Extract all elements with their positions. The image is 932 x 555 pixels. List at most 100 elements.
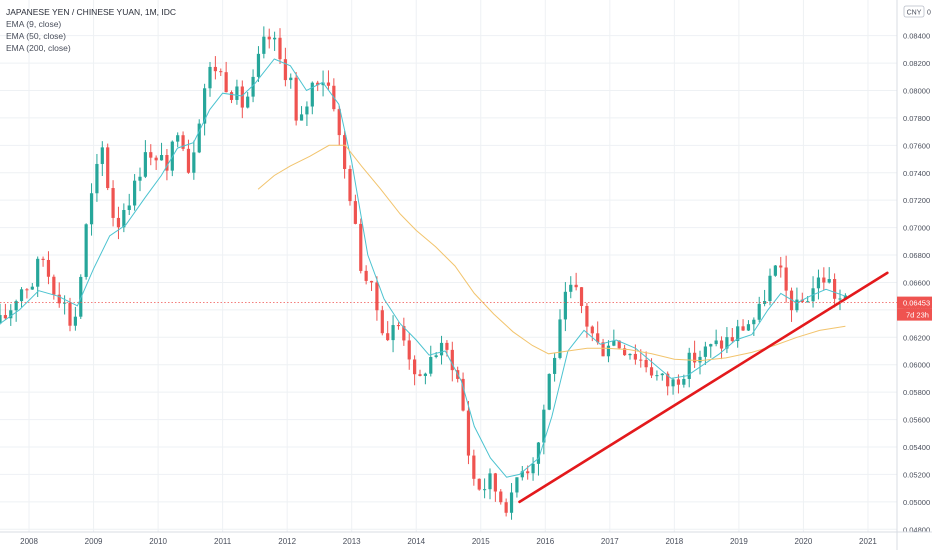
candle-body bbox=[116, 217, 121, 228]
candle-body bbox=[439, 342, 444, 356]
candle-body bbox=[138, 176, 142, 181]
candle-body bbox=[450, 349, 454, 371]
grid bbox=[0, 0, 897, 532]
candle-body bbox=[703, 346, 707, 357]
candle-body bbox=[294, 77, 298, 121]
candle-body bbox=[192, 152, 196, 173]
ema-lines bbox=[0, 58, 846, 478]
candle-body bbox=[429, 357, 433, 374]
candle-body bbox=[46, 259, 51, 277]
candle-body bbox=[181, 135, 185, 149]
y-tick-label: 0.04800 bbox=[903, 525, 930, 534]
price-overlays: 0.06453 7d 23h bbox=[0, 296, 932, 321]
candle-body bbox=[68, 302, 72, 326]
candle-body bbox=[574, 284, 578, 288]
candle-body bbox=[515, 477, 519, 493]
candle-body bbox=[553, 357, 557, 374]
indicator-ema200[interactable]: EMA (200, close) bbox=[6, 43, 71, 53]
y-tick-label: 0.06000 bbox=[903, 361, 930, 370]
candle-body bbox=[623, 348, 627, 356]
candle-body bbox=[789, 290, 794, 311]
x-tick-label: 2021 bbox=[859, 537, 877, 546]
candle-body bbox=[369, 280, 374, 283]
candle-body bbox=[359, 223, 363, 271]
candle-body bbox=[784, 267, 788, 291]
candle-body bbox=[396, 325, 401, 327]
legend: JAPANESE YEN / CHINESE YUAN, 1M, IDC EMA… bbox=[6, 6, 176, 54]
candle-body bbox=[633, 353, 637, 360]
candle-body bbox=[649, 367, 654, 376]
candle-body bbox=[63, 302, 67, 304]
countdown-tag bbox=[897, 308, 932, 321]
candle-body bbox=[235, 86, 239, 100]
candle-body bbox=[666, 373, 670, 387]
indicator-ema9[interactable]: EMA (9, close) bbox=[6, 19, 62, 29]
candle-body bbox=[197, 123, 201, 153]
candle-body bbox=[240, 86, 244, 108]
candle-body bbox=[305, 106, 309, 115]
candle-body bbox=[9, 310, 13, 319]
candle-body bbox=[531, 463, 535, 474]
candle-body bbox=[89, 193, 94, 225]
trendline-layer[interactable] bbox=[518, 271, 889, 504]
candle-body bbox=[326, 82, 331, 86]
y-tick-label: 0.05800 bbox=[903, 388, 930, 397]
y-tick-label: 0.06800 bbox=[903, 251, 930, 260]
candle-body bbox=[19, 289, 24, 302]
x-tick-label: 2013 bbox=[343, 537, 361, 546]
candle-body bbox=[149, 152, 153, 158]
indicator-ema50[interactable]: EMA (50, close) bbox=[6, 31, 66, 41]
candle-body bbox=[768, 275, 772, 302]
candle-body bbox=[639, 359, 643, 361]
x-tick-label: 2010 bbox=[149, 537, 167, 546]
candle-body bbox=[488, 473, 492, 490]
support-trendline[interactable] bbox=[518, 271, 889, 504]
candle-body bbox=[542, 409, 546, 443]
candle-body bbox=[106, 147, 110, 189]
candle-body bbox=[229, 92, 234, 100]
candle-body bbox=[558, 319, 562, 358]
candle-body bbox=[337, 109, 341, 136]
candle-body bbox=[57, 294, 61, 304]
candle-body bbox=[391, 325, 395, 341]
candle-body bbox=[203, 88, 207, 124]
candle-body bbox=[402, 326, 406, 341]
y-tick-label: 0.05400 bbox=[903, 443, 930, 452]
y-tick-label: 0.05200 bbox=[903, 470, 930, 479]
candle-body bbox=[730, 337, 734, 342]
candle-body bbox=[380, 310, 384, 334]
candle-body bbox=[310, 82, 314, 107]
candle-body bbox=[321, 82, 325, 86]
candle-body bbox=[213, 66, 217, 72]
candle-body bbox=[596, 333, 600, 343]
y-tick-label: 0.08000 bbox=[903, 86, 930, 95]
candle-body bbox=[746, 324, 751, 331]
candle-body bbox=[273, 37, 277, 40]
candle-body bbox=[569, 284, 573, 292]
candle-body bbox=[154, 157, 158, 161]
candle-body bbox=[822, 277, 826, 283]
candle-body bbox=[504, 502, 508, 513]
candle-body bbox=[547, 373, 551, 410]
candle-body bbox=[606, 345, 611, 357]
candle-body bbox=[36, 258, 40, 287]
chart-title: JAPANESE YEN / CHINESE YUAN, 1M, IDC bbox=[6, 7, 177, 17]
candle-body bbox=[423, 373, 427, 376]
candle-body bbox=[725, 337, 729, 349]
candle-body bbox=[601, 342, 605, 357]
candle-body bbox=[375, 282, 379, 311]
candle-body bbox=[246, 96, 250, 108]
countdown-label: 7d 23h bbox=[906, 311, 929, 320]
candle-body bbox=[122, 210, 126, 228]
candle-body bbox=[84, 224, 88, 277]
ema50-line bbox=[257, 144, 846, 362]
candle-body bbox=[520, 471, 524, 478]
candle-body bbox=[343, 135, 347, 169]
candle-body bbox=[800, 299, 804, 302]
x-tick-label: 2012 bbox=[278, 537, 296, 546]
currency-badge[interactable] bbox=[903, 5, 925, 18]
y-tick-label: 0.07800 bbox=[903, 114, 930, 123]
candle-body bbox=[827, 279, 831, 283]
